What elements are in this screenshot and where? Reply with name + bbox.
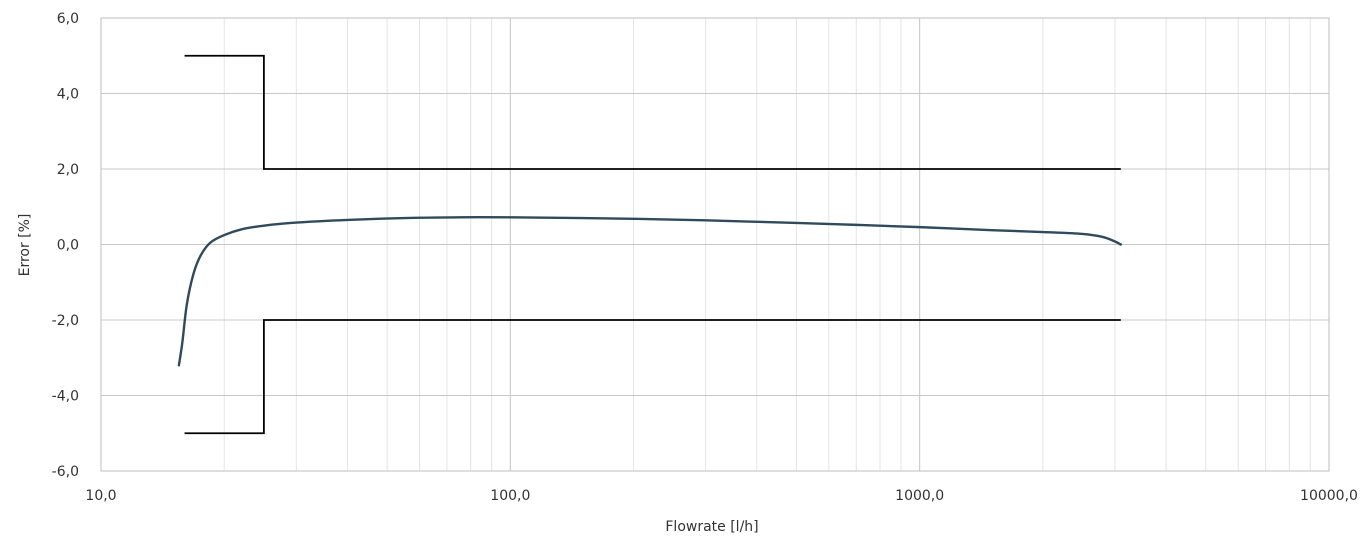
- upper-limit-line: [184, 54, 1121, 170]
- x-axis-title: Flowrate [l/h]: [665, 519, 758, 535]
- grid: [100, 17, 1330, 472]
- x-tick-label: 10,0: [85, 488, 116, 504]
- x-tick-label: 100,0: [490, 488, 530, 504]
- y-tick-label: -2,0: [52, 313, 79, 329]
- y-tick-label: -6,0: [52, 464, 79, 480]
- x-tick-labels: 10,0 100,0 1000,0 10000,0: [85, 488, 1358, 504]
- y-tick-label: 2,0: [57, 162, 79, 178]
- x-tick-label: 10000,0: [1300, 488, 1358, 504]
- y-tick-labels: 6,0 4,0 2,0 0,0 -2,0 -4,0 -6,0: [52, 11, 79, 480]
- plot-border: [100, 17, 1330, 472]
- y-tick-label: 0,0: [57, 238, 79, 254]
- error-curve-line: [177, 216, 1122, 367]
- y-tick-label: -4,0: [52, 389, 79, 405]
- y-tick-label: 4,0: [57, 87, 79, 103]
- x-tick-label: 1000,0: [895, 488, 944, 504]
- lower-limit-line: [184, 319, 1121, 435]
- y-axis-title: Error [%]: [17, 214, 33, 277]
- series-group: [177, 54, 1122, 435]
- y-tick-label: 6,0: [57, 11, 79, 27]
